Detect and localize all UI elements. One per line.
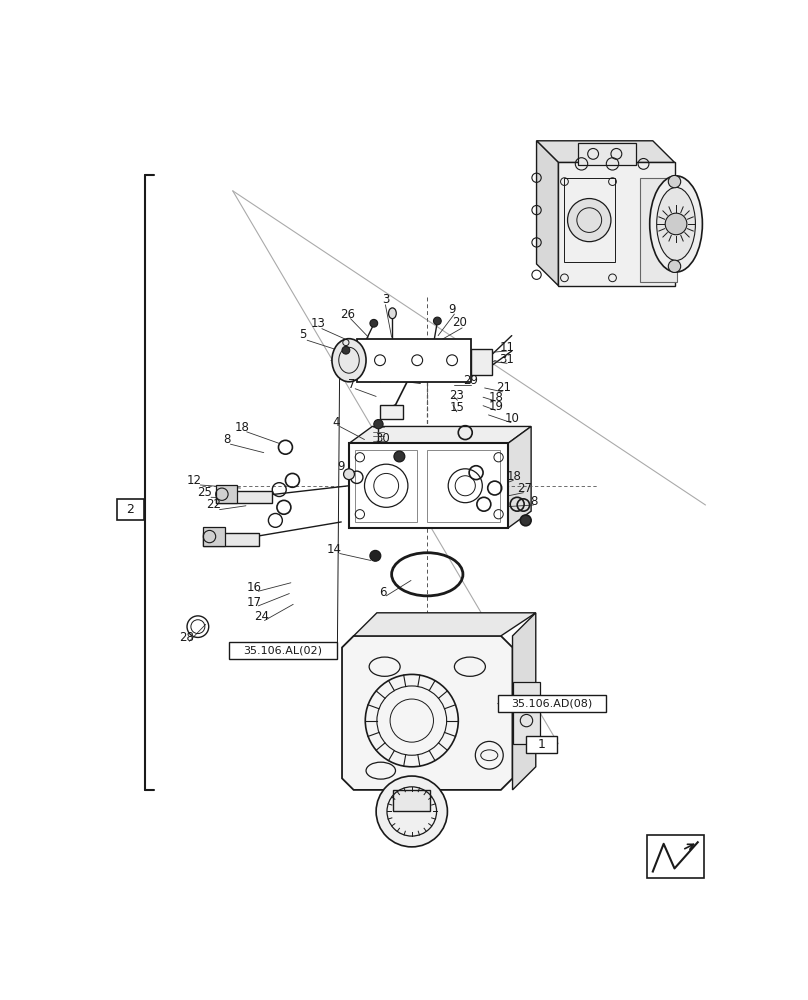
Ellipse shape <box>650 176 702 272</box>
Text: 31: 31 <box>499 353 515 366</box>
Polygon shape <box>216 485 238 503</box>
Text: 18: 18 <box>507 470 521 483</box>
Polygon shape <box>204 527 225 546</box>
Circle shape <box>374 420 383 429</box>
Bar <box>380 405 403 419</box>
Polygon shape <box>354 613 536 636</box>
Text: 2: 2 <box>127 503 134 516</box>
Bar <box>498 695 606 712</box>
Bar <box>578 143 636 165</box>
Text: 15: 15 <box>449 401 464 414</box>
Circle shape <box>668 260 680 272</box>
Text: 5: 5 <box>300 328 307 341</box>
Bar <box>427 450 500 522</box>
Bar <box>646 835 704 878</box>
Text: 13: 13 <box>310 317 326 330</box>
Polygon shape <box>342 636 512 790</box>
Bar <box>116 499 145 520</box>
Text: 29: 29 <box>463 374 478 387</box>
Circle shape <box>433 317 441 325</box>
Text: 9: 9 <box>338 460 345 473</box>
Text: 28: 28 <box>179 631 194 644</box>
Polygon shape <box>349 426 531 443</box>
Circle shape <box>370 319 377 327</box>
Circle shape <box>342 346 350 354</box>
Text: 22: 22 <box>206 498 221 512</box>
Text: 1: 1 <box>537 738 545 751</box>
Bar <box>356 450 417 522</box>
Polygon shape <box>558 162 675 286</box>
Circle shape <box>343 469 355 480</box>
Bar <box>471 349 491 375</box>
Circle shape <box>665 213 687 235</box>
Text: 8: 8 <box>224 433 231 446</box>
Text: 16: 16 <box>247 581 262 594</box>
Text: 25: 25 <box>196 486 212 499</box>
Text: 12: 12 <box>187 474 201 487</box>
Text: 30: 30 <box>375 432 389 445</box>
Bar <box>229 642 338 659</box>
Text: 10: 10 <box>504 412 520 425</box>
Bar <box>393 790 431 811</box>
Bar <box>526 736 557 753</box>
Text: 23: 23 <box>449 389 464 402</box>
Polygon shape <box>537 141 558 286</box>
Ellipse shape <box>389 308 396 319</box>
Text: 7: 7 <box>347 378 355 391</box>
Circle shape <box>370 550 381 561</box>
Bar <box>512 682 540 744</box>
Text: 35.106.AD(08): 35.106.AD(08) <box>511 699 593 709</box>
Ellipse shape <box>657 187 696 261</box>
Text: 21: 21 <box>496 381 511 394</box>
Text: 24: 24 <box>254 610 269 623</box>
Circle shape <box>520 515 531 526</box>
Text: 18: 18 <box>489 391 503 404</box>
Circle shape <box>668 175 680 188</box>
Bar <box>204 533 259 546</box>
Circle shape <box>394 451 405 462</box>
Text: 26: 26 <box>340 308 355 321</box>
Text: 27: 27 <box>516 482 532 495</box>
Bar <box>216 491 271 503</box>
Text: 9: 9 <box>448 303 456 316</box>
Bar <box>565 178 615 262</box>
Text: 11: 11 <box>499 341 515 354</box>
Circle shape <box>567 199 611 242</box>
Text: 14: 14 <box>326 543 342 556</box>
Bar <box>640 178 677 282</box>
Text: 20: 20 <box>452 316 467 329</box>
Bar <box>357 339 471 382</box>
Circle shape <box>377 776 448 847</box>
Text: 3: 3 <box>381 293 389 306</box>
Bar <box>349 443 508 528</box>
Polygon shape <box>512 613 536 790</box>
Text: 18: 18 <box>234 421 250 434</box>
Text: 19: 19 <box>489 400 503 413</box>
Text: 4: 4 <box>332 416 339 429</box>
Ellipse shape <box>332 339 366 382</box>
Text: 6: 6 <box>379 586 387 599</box>
Text: 17: 17 <box>247 596 262 609</box>
Polygon shape <box>537 141 675 162</box>
Text: 35.106.AL(02): 35.106.AL(02) <box>244 646 322 656</box>
Polygon shape <box>508 426 531 528</box>
Text: 8: 8 <box>531 495 538 508</box>
